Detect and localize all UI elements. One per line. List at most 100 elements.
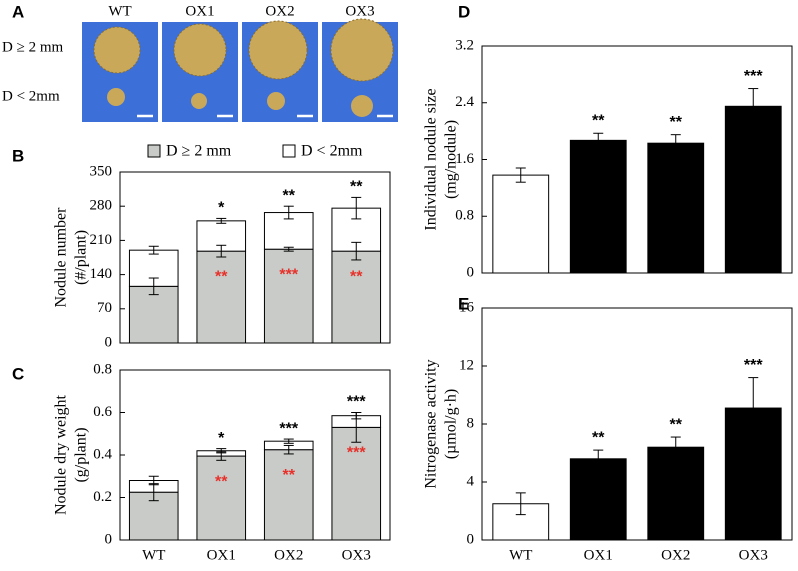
plot-frame <box>119 171 391 344</box>
plot-frame <box>481 45 793 274</box>
error-bar <box>283 438 294 444</box>
significance: ** <box>592 112 605 129</box>
x-tick-label: OX1 <box>584 547 613 563</box>
significance: ** <box>670 114 683 131</box>
nodule-pile <box>107 88 125 106</box>
y-tick-label: 0 <box>467 264 475 280</box>
y-axis-label: (#/plant) <box>73 230 90 285</box>
significance: ** <box>215 268 228 285</box>
error-bar <box>593 132 604 148</box>
significance: * <box>218 200 225 217</box>
y-tick-label: 0 <box>105 334 113 350</box>
legend-label: D < 2mm <box>301 143 363 160</box>
legend-swatch <box>147 144 161 158</box>
error-bar <box>351 196 362 220</box>
significance: ** <box>283 187 296 204</box>
column-label: OX1 <box>185 3 214 19</box>
significance: *** <box>279 266 298 283</box>
photo-strip <box>82 18 398 122</box>
bar-segment <box>331 250 382 344</box>
bar-segment <box>331 426 382 541</box>
error-bar <box>216 217 227 224</box>
bar-segment <box>263 248 314 344</box>
y-tick-label: 70 <box>97 300 112 316</box>
x-tick-label: WT <box>142 547 165 563</box>
bar <box>569 458 627 541</box>
significance: *** <box>347 394 366 411</box>
y-axis-label: Nodule dry weight <box>53 394 70 515</box>
error-bar <box>670 134 681 153</box>
significance: ** <box>670 416 683 433</box>
plot-frame <box>481 307 793 541</box>
legend-label: D ≥ 2 mm <box>166 143 232 160</box>
y-tick-label: 4 <box>467 473 475 489</box>
plot-frame <box>119 369 391 541</box>
panel-label: D <box>458 2 470 21</box>
y-tick-label: 0.4 <box>93 446 112 462</box>
significance: ** <box>350 179 363 196</box>
bar-segment <box>263 449 314 541</box>
error-bar <box>351 241 362 261</box>
nodule-pile <box>351 95 373 117</box>
error-bar <box>593 449 604 468</box>
significance: *** <box>744 68 763 85</box>
nodule-pile <box>191 93 207 109</box>
y-tick-label: 350 <box>90 163 113 179</box>
nodule-pile <box>93 26 141 74</box>
y-axis-label: Nodule number <box>53 207 70 308</box>
bar <box>647 142 705 274</box>
panel-label: E <box>458 294 469 313</box>
x-tick-label: OX1 <box>207 547 236 563</box>
y-tick-label: 16 <box>459 299 475 315</box>
error-bar <box>148 245 159 255</box>
y-tick-label: 0.8 <box>93 361 112 377</box>
nodule-pile <box>248 20 308 80</box>
x-tick-label: OX3 <box>739 547 768 563</box>
y-tick-label: 1.6 <box>455 151 474 167</box>
y-axis-label: (µmol/g·h) <box>443 389 460 460</box>
x-tick-label: WT <box>509 547 532 563</box>
significance: *** <box>279 420 298 437</box>
significance: ** <box>592 429 605 446</box>
error-bar <box>748 377 759 439</box>
column-label: OX2 <box>265 3 294 19</box>
error-bar <box>283 444 294 455</box>
row-label: D < 2mm <box>2 88 60 104</box>
bar <box>569 139 627 274</box>
error-bar <box>216 244 227 258</box>
x-tick-label: OX2 <box>661 547 690 563</box>
bar-segment <box>196 250 247 344</box>
column-label: OX3 <box>345 3 374 19</box>
bar <box>724 105 782 274</box>
error-bar <box>748 88 759 125</box>
y-tick-label: 0.8 <box>455 208 474 224</box>
y-tick-label: 3.2 <box>455 37 474 53</box>
y-tick-label: 210 <box>90 232 113 248</box>
x-tick-label: OX3 <box>342 547 371 563</box>
significance: ** <box>350 268 363 285</box>
significance: * <box>218 430 225 447</box>
y-tick-label: 12 <box>459 357 474 373</box>
column-label: WT <box>108 3 131 19</box>
nodule-pile <box>330 18 394 82</box>
y-tick-label: 0.2 <box>93 489 112 505</box>
y-tick-label: 8 <box>467 415 475 431</box>
panel-label: C <box>12 364 24 383</box>
error-bar <box>515 167 526 183</box>
significance: *** <box>347 445 366 462</box>
error-bar <box>351 412 362 420</box>
y-tick-label: 0 <box>105 531 113 547</box>
nodule-pile <box>267 92 285 110</box>
error-bar <box>283 246 294 252</box>
row-label: D ≥ 2 mm <box>2 39 63 55</box>
y-axis-label: Individual nodule size <box>423 88 440 230</box>
panel-label: A <box>12 2 24 21</box>
y-tick-label: 140 <box>90 266 113 282</box>
y-tick-label: 0 <box>467 531 475 547</box>
significance: *** <box>744 357 763 374</box>
error-bar <box>216 448 227 454</box>
y-axis-label: (g/plant) <box>73 427 90 482</box>
nodule-pile <box>173 23 227 77</box>
error-bar <box>515 492 526 516</box>
